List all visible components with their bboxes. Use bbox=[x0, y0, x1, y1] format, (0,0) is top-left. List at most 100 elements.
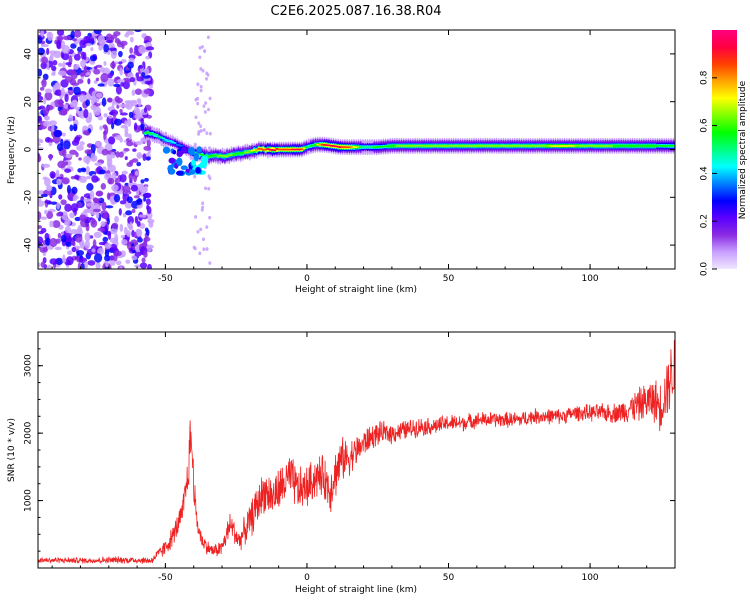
heatmap-cell bbox=[110, 61, 116, 69]
heatmap-cell bbox=[56, 143, 64, 152]
heatmap-cell bbox=[88, 112, 93, 122]
heatmap-cell bbox=[205, 247, 209, 251]
heatmap-cell bbox=[445, 144, 449, 147]
heatmap-cell bbox=[208, 96, 212, 101]
heatmap-cell bbox=[667, 144, 671, 147]
heatmap-cell bbox=[115, 260, 122, 266]
heatmap-cell bbox=[63, 104, 69, 109]
heatmap-cell bbox=[606, 145, 610, 147]
heatmap-cell bbox=[97, 83, 105, 87]
heatmap-cell bbox=[122, 185, 131, 194]
heatmap-panel: -50 0 50 100 -40 -20 0 20 40 Height of straight… bbox=[7, 29, 676, 295]
heatmap-cell bbox=[195, 166, 201, 174]
heatmap-cell bbox=[44, 200, 52, 204]
colorbar-gradient bbox=[712, 30, 737, 269]
heatmap-cell bbox=[89, 190, 95, 200]
heatmap-cell bbox=[61, 40, 66, 50]
heatmap-cell bbox=[133, 106, 139, 115]
heatmap-cell bbox=[134, 113, 142, 120]
snr-x-tick-label: 50 bbox=[443, 573, 455, 583]
heatmap-cell bbox=[603, 145, 607, 147]
heatmap-cell bbox=[91, 217, 96, 225]
heatmap-cell bbox=[71, 82, 80, 86]
heatmap-cell bbox=[57, 70, 67, 76]
heatmap-cell bbox=[121, 43, 125, 50]
heatmap-cell bbox=[65, 62, 72, 66]
heatmap-cell bbox=[208, 261, 212, 265]
heatmap-cell bbox=[95, 64, 103, 68]
heatmap-cell bbox=[556, 145, 560, 147]
heatmap-cell bbox=[95, 191, 103, 197]
heatmap-cell bbox=[194, 115, 198, 120]
heatmap-cell bbox=[293, 148, 297, 151]
colorbar-ticks: 0.0 0.2 0.4 0.6 0.8 bbox=[700, 70, 717, 276]
heatmap-cell bbox=[49, 171, 56, 179]
heatmap-cell bbox=[103, 113, 108, 118]
heatmap-cell bbox=[204, 186, 208, 191]
heatmap-cell bbox=[110, 227, 118, 235]
heatmap-cell bbox=[127, 118, 132, 127]
heatmap-cell bbox=[52, 85, 57, 93]
heatmap-cell bbox=[71, 139, 80, 146]
heatmap-cell bbox=[146, 138, 151, 148]
heatmap-cell bbox=[118, 208, 122, 216]
heatmap-cell bbox=[62, 35, 72, 41]
heatmap-cell bbox=[133, 231, 138, 239]
heatmap-cell bbox=[143, 145, 152, 151]
snr-x-tick-label: 100 bbox=[581, 573, 598, 583]
heatmap-x-ticks: -50 0 50 100 bbox=[51, 30, 676, 284]
heatmap-cell bbox=[193, 152, 200, 162]
heatmap-cell bbox=[118, 151, 124, 158]
heatmap-cell bbox=[191, 159, 196, 167]
heatmap-cell bbox=[347, 146, 352, 149]
heatmap-cell bbox=[574, 144, 578, 147]
heatmap-cell bbox=[38, 152, 41, 162]
heatmap-cell bbox=[232, 154, 236, 156]
heatmap-cell bbox=[45, 237, 51, 246]
heatmap-cell bbox=[90, 104, 97, 111]
heatmap-cell bbox=[38, 106, 43, 111]
heatmap-cell bbox=[196, 229, 200, 234]
heatmap-cell bbox=[93, 68, 101, 75]
heatmap-cell bbox=[40, 261, 45, 268]
heatmap-cell bbox=[470, 145, 474, 147]
heatmap-cell bbox=[406, 144, 410, 147]
heatmap-cell bbox=[197, 121, 201, 126]
heatmap-cell bbox=[146, 131, 150, 134]
heatmap-cell bbox=[44, 91, 53, 101]
heatmap-cell bbox=[83, 198, 91, 202]
heatmap-cell bbox=[110, 49, 117, 59]
heatmap-cell bbox=[134, 88, 143, 95]
heatmap-cell bbox=[225, 155, 229, 158]
snr-y-ticks: 1000 2000 3000 bbox=[24, 331, 675, 569]
heatmap-cell bbox=[97, 34, 105, 45]
heatmap-cell bbox=[540, 144, 544, 147]
heatmap-cell bbox=[254, 148, 259, 151]
heatmap-cell bbox=[138, 45, 146, 55]
heatmap-cell bbox=[73, 86, 81, 96]
heatmap-cell bbox=[132, 148, 137, 152]
heatmap-cell bbox=[199, 88, 203, 93]
heatmap-cell bbox=[206, 107, 210, 112]
heatmap-cell bbox=[124, 103, 131, 109]
heatmap-cell bbox=[129, 36, 134, 43]
heatmap-cell bbox=[58, 194, 63, 200]
heatmap-cell bbox=[198, 55, 202, 60]
heatmap-cell bbox=[495, 144, 499, 147]
heatmap-cell bbox=[208, 131, 212, 136]
heatmap-cell bbox=[642, 145, 646, 147]
heatmap-cell bbox=[105, 205, 114, 209]
snr-x-tick-label: 0 bbox=[304, 573, 310, 583]
heatmap-cell bbox=[46, 184, 53, 192]
heatmap-cell bbox=[98, 169, 106, 175]
heatmap-cell bbox=[87, 78, 91, 85]
heatmap-cell bbox=[139, 222, 146, 229]
heatmap-cell bbox=[120, 124, 129, 129]
heatmap-cell bbox=[38, 36, 43, 44]
heatmap-cell bbox=[524, 144, 528, 147]
heatmap-x-tick-label: 0 bbox=[304, 274, 310, 284]
heatmap-cell bbox=[71, 246, 77, 253]
heatmap-cell bbox=[119, 67, 123, 76]
heatmap-cell bbox=[207, 187, 211, 191]
heatmap-cell bbox=[199, 84, 203, 89]
